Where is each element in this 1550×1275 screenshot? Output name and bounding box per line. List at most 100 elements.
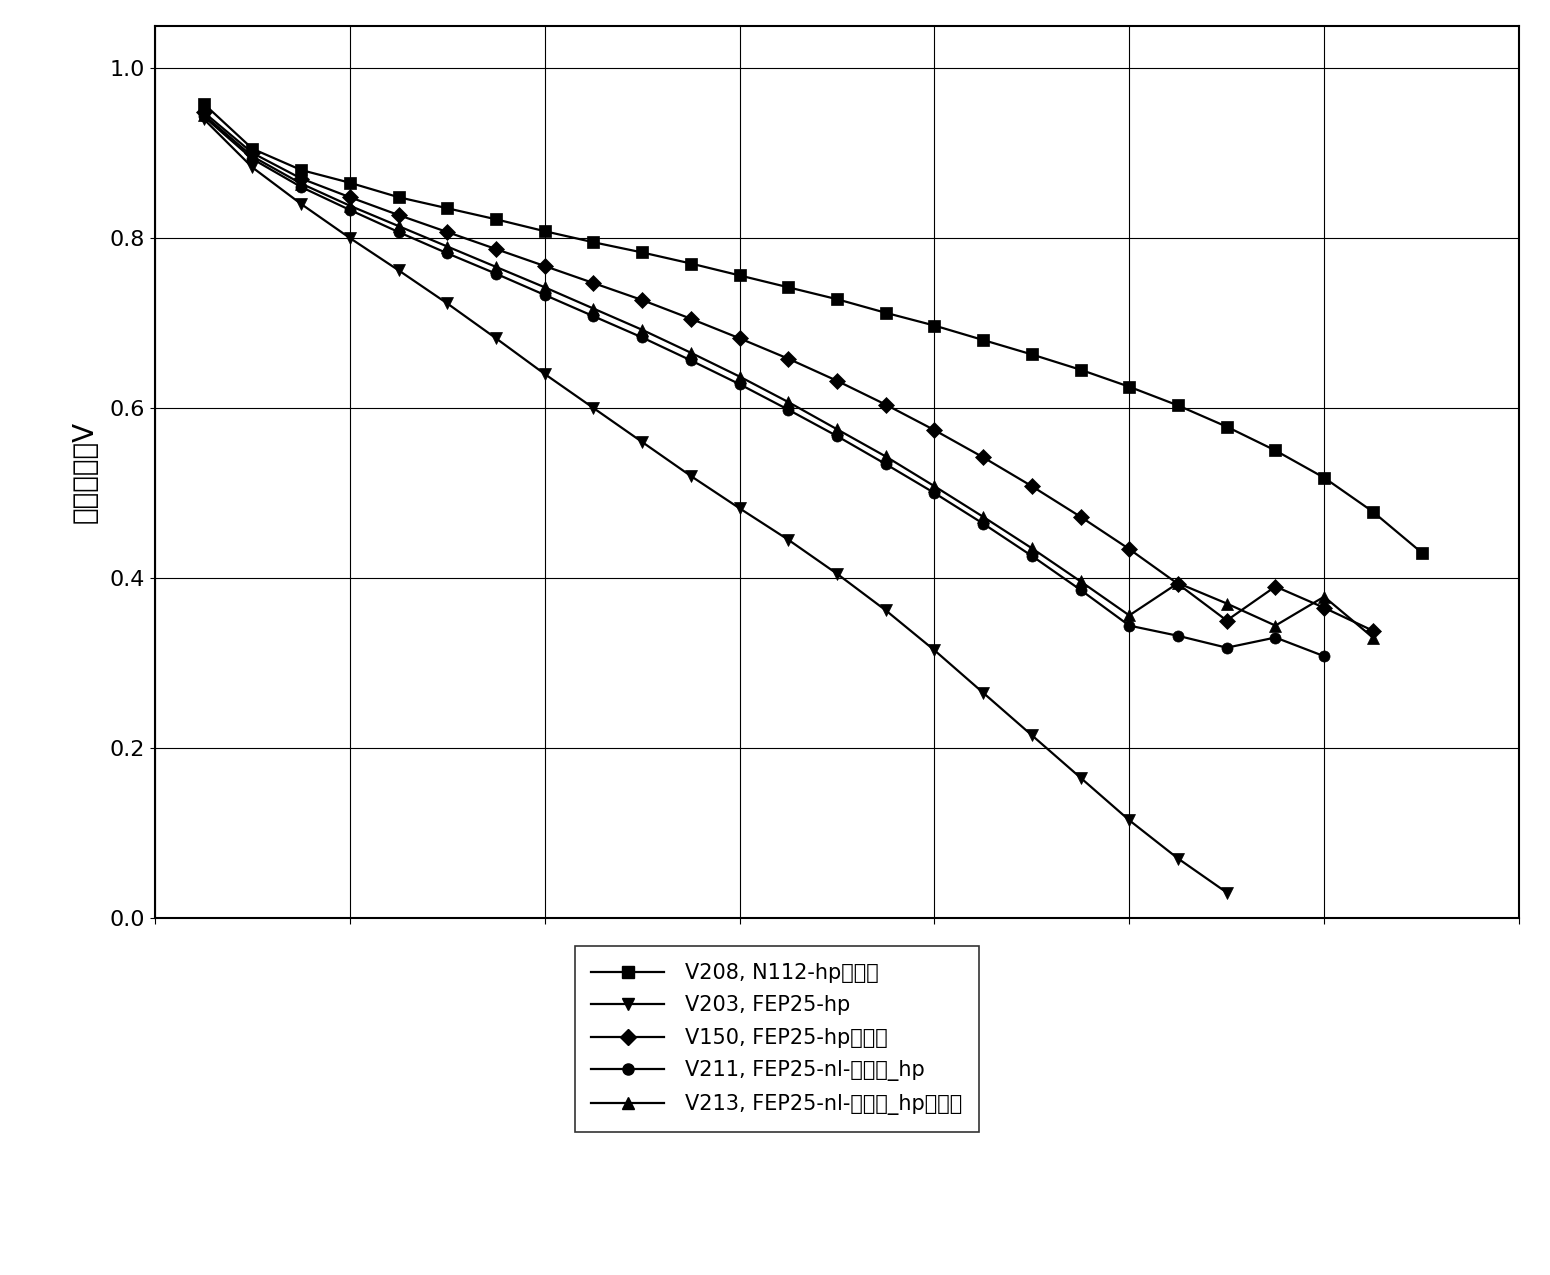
Legend: V208, N112-hp（湿）, V203, FEP25-hp, V150, FEP25-hp（湿）, V211, FEP25-nl-柔和的_hp, V213: V208, N112-hp（湿）, V203, FEP25-hp, V150, …: [575, 946, 980, 1132]
V150, FEP25-hp（湿）: [291, 171, 310, 186]
V203, FEP25-hp: [682, 468, 701, 483]
V211, FEP25-nl-柔和的_hp: [535, 287, 553, 302]
V150, FEP25-hp（湿）: [730, 330, 749, 346]
V208, N112-hp（湿）: [389, 190, 408, 205]
V150, FEP25-hp（湿）: [243, 145, 262, 161]
V208, N112-hp（湿）: [632, 245, 651, 260]
V211, FEP25-nl-柔和的_hp: [1023, 548, 1042, 564]
V203, FEP25-hp: [730, 501, 749, 516]
V208, N112-hp（湿）: [682, 256, 701, 272]
V208, N112-hp（湿）: [1412, 544, 1431, 560]
V213, FEP25-nl-柔和的_hp（湿）: [439, 238, 457, 254]
V208, N112-hp（湿）: [439, 200, 457, 215]
V203, FEP25-hp: [1169, 850, 1187, 866]
V203, FEP25-hp: [1121, 812, 1139, 827]
V211, FEP25-nl-柔和的_hp: [243, 152, 262, 167]
V211, FEP25-nl-柔和的_hp: [1071, 583, 1090, 598]
V203, FEP25-hp: [925, 643, 944, 658]
V203, FEP25-hp: [973, 685, 992, 700]
V208, N112-hp（湿）: [1169, 398, 1187, 413]
V213, FEP25-nl-柔和的_hp（湿）: [1364, 630, 1383, 645]
V203, FEP25-hp: [1071, 770, 1090, 785]
V213, FEP25-nl-柔和的_hp（湿）: [535, 279, 553, 295]
V213, FEP25-nl-柔和的_hp（湿）: [1121, 608, 1139, 623]
V213, FEP25-nl-柔和的_hp（湿）: [876, 449, 894, 464]
V211, FEP25-nl-柔和的_hp: [1314, 649, 1333, 664]
V203, FEP25-hp: [828, 566, 846, 581]
V150, FEP25-hp（湿）: [1121, 542, 1139, 557]
V211, FEP25-nl-柔和的_hp: [439, 246, 457, 261]
V203, FEP25-hp: [194, 111, 212, 126]
V150, FEP25-hp（湿）: [780, 351, 798, 366]
Line: V203, FEP25-hp: V203, FEP25-hp: [198, 113, 1232, 898]
V211, FEP25-nl-柔和的_hp: [925, 486, 944, 501]
Line: V213, FEP25-nl-柔和的_hp（湿）: V213, FEP25-nl-柔和的_hp（湿）: [198, 110, 1378, 643]
V150, FEP25-hp（湿）: [682, 311, 701, 326]
V150, FEP25-hp（湿）: [389, 208, 408, 223]
V213, FEP25-nl-柔和的_hp（湿）: [828, 422, 846, 437]
V150, FEP25-hp（湿）: [1023, 478, 1042, 493]
V208, N112-hp（湿）: [828, 292, 846, 307]
Line: V150, FEP25-hp（湿）: V150, FEP25-hp（湿）: [198, 107, 1378, 636]
V208, N112-hp（湿）: [780, 279, 798, 295]
V211, FEP25-nl-柔和的_hp: [632, 330, 651, 346]
V150, FEP25-hp（湿）: [1364, 623, 1383, 639]
V208, N112-hp（湿）: [1364, 504, 1383, 519]
V211, FEP25-nl-柔和的_hp: [291, 180, 310, 195]
V208, N112-hp（湿）: [1121, 379, 1139, 394]
V150, FEP25-hp（湿）: [341, 190, 360, 205]
V213, FEP25-nl-柔和的_hp（湿）: [1217, 595, 1235, 611]
V150, FEP25-hp（湿）: [1266, 579, 1285, 594]
V150, FEP25-hp（湿）: [973, 450, 992, 465]
V213, FEP25-nl-柔和的_hp（湿）: [1314, 589, 1333, 604]
V213, FEP25-nl-柔和的_hp（湿）: [194, 107, 212, 122]
V211, FEP25-nl-柔和的_hp: [341, 203, 360, 218]
V150, FEP25-hp（湿）: [1071, 509, 1090, 524]
V211, FEP25-nl-柔和的_hp: [780, 402, 798, 417]
V203, FEP25-hp: [780, 532, 798, 547]
V213, FEP25-nl-柔和的_hp（湿）: [291, 176, 310, 191]
V203, FEP25-hp: [487, 330, 505, 346]
V208, N112-hp（湿）: [291, 162, 310, 177]
V208, N112-hp（湿）: [973, 333, 992, 348]
V208, N112-hp（湿）: [1314, 470, 1333, 486]
V203, FEP25-hp: [632, 435, 651, 450]
V150, FEP25-hp（湿）: [876, 397, 894, 412]
V213, FEP25-nl-柔和的_hp（湿）: [730, 368, 749, 384]
V203, FEP25-hp: [535, 366, 553, 381]
V213, FEP25-nl-柔和的_hp（湿）: [682, 346, 701, 361]
V213, FEP25-nl-柔和的_hp（湿）: [1071, 574, 1090, 589]
V150, FEP25-hp（湿）: [632, 292, 651, 307]
V213, FEP25-nl-柔和的_hp（湿）: [925, 478, 944, 493]
V203, FEP25-hp: [243, 159, 262, 175]
V150, FEP25-hp（湿）: [1314, 601, 1333, 616]
V211, FEP25-nl-柔和的_hp: [1217, 640, 1235, 655]
V203, FEP25-hp: [1023, 728, 1042, 743]
V208, N112-hp（湿）: [1023, 347, 1042, 362]
V211, FEP25-nl-柔和的_hp: [973, 516, 992, 532]
V208, N112-hp（湿）: [1217, 419, 1235, 435]
V203, FEP25-hp: [341, 231, 360, 246]
V211, FEP25-nl-柔和的_hp: [682, 353, 701, 368]
V208, N112-hp（湿）: [243, 142, 262, 157]
Line: V208, N112-hp（湿）: V208, N112-hp（湿）: [198, 98, 1428, 558]
V208, N112-hp（湿）: [876, 305, 894, 320]
Y-axis label: 电池电压／V: 电池电压／V: [71, 421, 99, 523]
V213, FEP25-nl-柔和的_hp（湿）: [780, 394, 798, 409]
V213, FEP25-nl-柔和的_hp（湿）: [973, 509, 992, 524]
V150, FEP25-hp（湿）: [1169, 576, 1187, 592]
V208, N112-hp（湿）: [584, 235, 603, 250]
V150, FEP25-hp（湿）: [828, 374, 846, 389]
V211, FEP25-nl-柔和的_hp: [584, 309, 603, 324]
V203, FEP25-hp: [1217, 885, 1235, 900]
V211, FEP25-nl-柔和的_hp: [1266, 630, 1285, 645]
V208, N112-hp（湿）: [730, 268, 749, 283]
Line: V211, FEP25-nl-柔和的_hp: V211, FEP25-nl-柔和的_hp: [198, 111, 1330, 662]
V203, FEP25-hp: [439, 296, 457, 311]
V213, FEP25-nl-柔和的_hp（湿）: [1266, 618, 1285, 634]
V213, FEP25-nl-柔和的_hp（湿）: [1023, 541, 1042, 556]
V150, FEP25-hp（湿）: [925, 422, 944, 437]
V211, FEP25-nl-柔和的_hp: [828, 428, 846, 444]
V208, N112-hp（湿）: [535, 223, 553, 238]
V211, FEP25-nl-柔和的_hp: [1169, 629, 1187, 644]
